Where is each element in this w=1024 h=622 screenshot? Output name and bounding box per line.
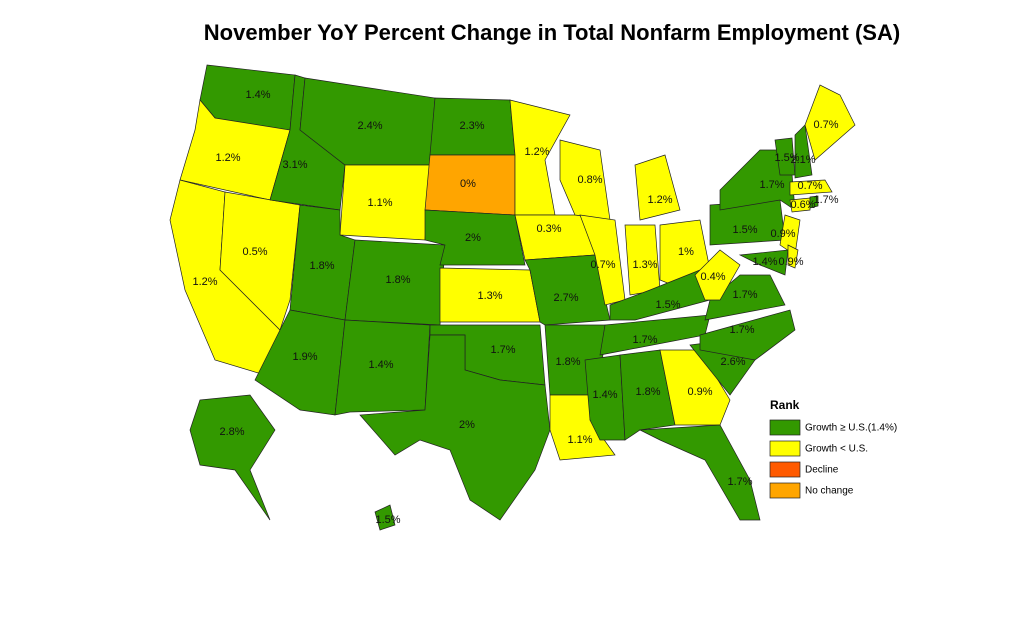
state-label: 1.7% [632, 334, 657, 346]
state-label: 1.5% [375, 514, 400, 526]
state [619, 349, 676, 441]
state-label: 0.7% [797, 180, 822, 192]
state-label: 1.8% [635, 386, 660, 398]
state-label: 1.7% [729, 324, 754, 336]
state-label: 1.2% [524, 146, 549, 158]
state-label: 1.5% [774, 152, 799, 164]
state [659, 349, 731, 426]
state-label: 2.1% [790, 154, 815, 166]
state-label: 1.4% [245, 89, 270, 101]
state-label: 1.4% [752, 256, 777, 268]
state-label: 1.8% [385, 274, 410, 286]
state-label: 0.5% [242, 246, 267, 258]
state-label: 0.8% [577, 174, 602, 186]
state-label: 0.6% [790, 199, 815, 211]
state-label: 1.7% [490, 344, 515, 356]
state-label: 2.7% [553, 292, 578, 304]
legend: Rank Growth ≥ U.S.(1.4%) Growth < U.S. Dec… [769, 398, 897, 499]
state-label: 0.9% [778, 256, 803, 268]
state [704, 274, 786, 321]
state-label: 1.7% [732, 289, 757, 301]
state-label: 1.2% [192, 276, 217, 288]
legend-label: Growth < U.S. [805, 444, 868, 455]
state-label: 1.4% [592, 389, 617, 401]
state [638, 424, 761, 521]
state-label: 3.1% [282, 159, 307, 171]
legend-title: Rank [770, 398, 800, 412]
legend-swatch [769, 419, 801, 436]
state [699, 309, 796, 361]
state [787, 244, 799, 269]
state [794, 124, 813, 179]
state-label: 0.3% [536, 223, 561, 235]
state-label: 0.9% [770, 228, 795, 240]
state-label: 2% [465, 232, 481, 244]
state-label: 1% [678, 246, 694, 258]
state-label: 0% [460, 178, 476, 190]
state [374, 504, 396, 531]
legend-swatch [769, 482, 801, 499]
legend-swatch [769, 440, 801, 457]
state-label: 1.7% [813, 194, 838, 206]
state [809, 195, 819, 209]
state-label: 0.7% [590, 259, 615, 271]
state-label: 1.9% [292, 351, 317, 363]
state-label: 2.6% [720, 356, 745, 368]
legend-label: No change [805, 486, 854, 497]
state [738, 249, 789, 276]
state-label: 1.7% [759, 179, 784, 191]
legend-label: Decline [805, 465, 839, 476]
state-label: 2.4% [357, 120, 382, 132]
state [579, 214, 626, 306]
state-label: 1.3% [632, 259, 657, 271]
state [359, 334, 551, 521]
state-label: 1.2% [215, 152, 240, 164]
state-label: 1.1% [567, 434, 592, 446]
state [804, 84, 856, 161]
state-label: 1.1% [367, 197, 392, 209]
state-label: 2.8% [219, 426, 244, 438]
state-label: 1.7% [727, 476, 752, 488]
state-label: 0.9% [687, 386, 712, 398]
state [634, 154, 681, 221]
state-label: 0.4% [700, 271, 725, 283]
state-label: 1.4% [368, 359, 393, 371]
state-label: 0.7% [813, 119, 838, 131]
state-label: 1.3% [477, 290, 502, 302]
labels: 1.4% 1.2% 1.2% 0.5% 3.1% 2.4% 1.1% 1.8% 1.9% 1.8%… [192, 89, 838, 526]
state-label: 2% [459, 419, 475, 431]
state-label: 1.8% [555, 356, 580, 368]
state-label: 1.5% [732, 224, 757, 236]
state-label: 1.2% [647, 194, 672, 206]
state-label: 1.8% [309, 260, 334, 272]
states [169, 64, 856, 531]
state [334, 319, 431, 416]
state [789, 179, 833, 196]
state [189, 394, 276, 521]
state-label: 2.3% [459, 120, 484, 132]
state [584, 354, 626, 441]
state [789, 197, 811, 213]
legend-label: Growth ≥ U.S.(1.4%) [805, 423, 897, 434]
title: November YoY Percent Change in Total Non… [204, 20, 900, 45]
state-label: 1.5% [655, 299, 680, 311]
state [694, 249, 741, 301]
legend-swatch [769, 461, 801, 478]
